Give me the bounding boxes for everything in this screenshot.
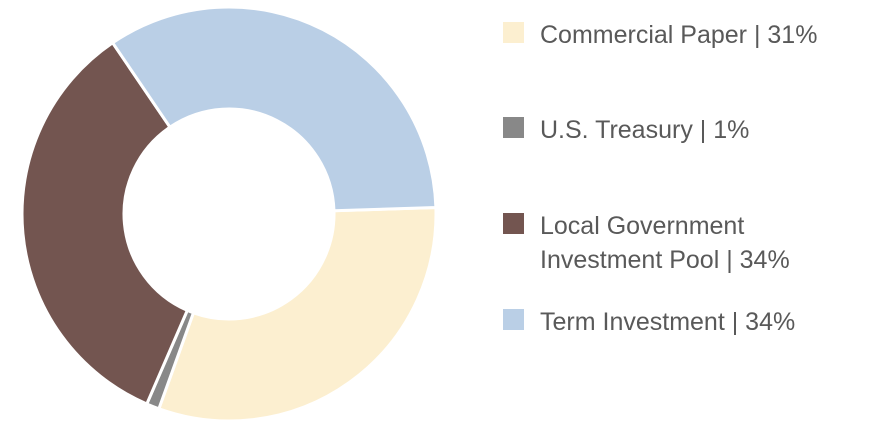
legend-label: Term Investment | 34% — [540, 308, 796, 336]
donut-slice — [156, 205, 438, 422]
chart — [20, 5, 438, 422]
legend-swatch — [503, 309, 524, 330]
legend-swatch — [503, 213, 524, 234]
donut-slice — [110, 5, 438, 213]
legend-label: Local Government Investment Pool | 34% — [540, 212, 790, 274]
legend-label: Commercial Paper | 31% — [540, 21, 818, 49]
legend-swatch — [503, 22, 524, 43]
legend-swatch — [503, 117, 524, 138]
donut-slice — [20, 40, 190, 406]
legend-label: U.S. Treasury | 1% — [540, 116, 750, 144]
